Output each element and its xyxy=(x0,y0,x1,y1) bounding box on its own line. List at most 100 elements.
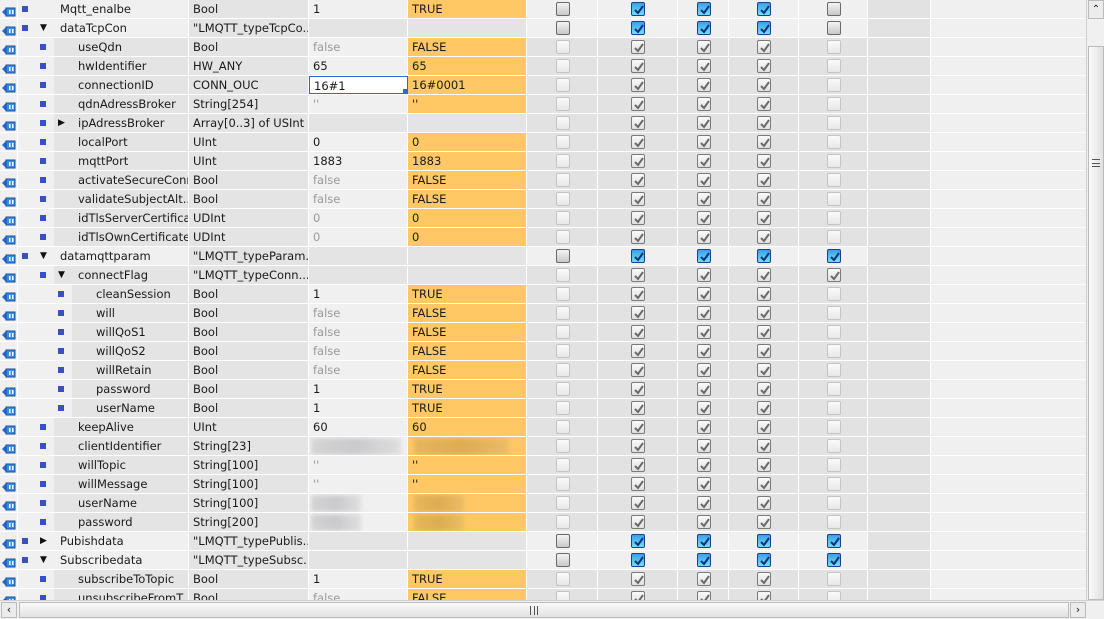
start-value-cell[interactable]: false xyxy=(309,190,408,208)
name-cell[interactable]: ▼ datamqttparam xyxy=(18,247,189,265)
start-value-cell[interactable]: false xyxy=(309,589,408,600)
comment-cell[interactable] xyxy=(868,323,931,341)
start-value-cell[interactable] xyxy=(309,266,408,284)
name-cell[interactable]: validateSubjectAlt... xyxy=(18,190,189,208)
name-cell[interactable]: keepAlive xyxy=(18,418,189,436)
comment-cell[interactable] xyxy=(868,418,931,436)
start-value-cell[interactable]: 0 xyxy=(309,133,408,151)
start-value-cell[interactable] xyxy=(309,114,408,132)
table-row[interactable]: useQdn Bool false FALSE xyxy=(0,38,1086,57)
retain-checkbox[interactable] xyxy=(555,2,570,16)
table-row[interactable]: userName Bool 1 TRUE xyxy=(0,399,1086,418)
start-value-cell[interactable] xyxy=(309,494,408,512)
table-row[interactable]: hwIdentifier HW_ANY 65 65 xyxy=(0,57,1086,76)
writable-from-hmi-checkbox[interactable] xyxy=(696,553,711,567)
data-type-cell[interactable]: String[23] xyxy=(189,437,309,455)
comment-cell[interactable] xyxy=(868,190,931,208)
start-value-cell[interactable]: false xyxy=(309,304,408,322)
start-value-cell[interactable] xyxy=(309,532,408,550)
table-row[interactable]: password String[200] xyxy=(0,513,1086,532)
name-cell[interactable]: hwIdentifier xyxy=(18,57,189,75)
setpoint-checkbox[interactable] xyxy=(826,249,841,263)
start-value-cell[interactable]: false xyxy=(309,38,408,56)
name-cell[interactable]: activateSecureConn xyxy=(18,171,189,189)
table-row[interactable]: subscribeToTopic Bool 1 TRUE xyxy=(0,570,1086,589)
data-type-cell[interactable]: Bool xyxy=(189,0,309,18)
accessible-from-hmi-checkbox[interactable] xyxy=(631,249,645,263)
fill-handle[interactable] xyxy=(403,89,407,93)
comment-cell[interactable] xyxy=(868,266,931,284)
table-row[interactable]: willQoS1 Bool false FALSE xyxy=(0,323,1086,342)
visible-in-hmi-checkbox[interactable] xyxy=(757,2,771,16)
name-cell[interactable]: willTopic xyxy=(18,456,189,474)
data-type-cell[interactable]: Bool xyxy=(189,589,309,600)
retain-checkbox[interactable] xyxy=(555,553,570,567)
comment-cell[interactable] xyxy=(868,456,931,474)
horizontal-scroll-thumb[interactable] xyxy=(19,602,1069,618)
vertical-scrollbar[interactable]: ⌃ xyxy=(1086,0,1104,600)
setpoint-checkbox[interactable] xyxy=(826,553,841,567)
start-value-cell[interactable]: '' xyxy=(309,475,408,493)
start-value-cell[interactable]: 0 xyxy=(309,228,408,246)
table-row[interactable]: localPort UInt 0 0 xyxy=(0,133,1086,152)
table-row[interactable]: ▶ ipAdressBroker Array[0..3] of USInt xyxy=(0,114,1086,133)
data-type-cell[interactable]: UInt xyxy=(189,133,309,151)
table-row[interactable]: willQoS2 Bool false FALSE xyxy=(0,342,1086,361)
name-cell[interactable]: ▼ dataTcpCon xyxy=(18,19,189,37)
table-row[interactable]: ▶ Pubishdata "LMQTT_typePublis... xyxy=(0,532,1086,551)
setpoint-checkbox[interactable] xyxy=(826,534,841,548)
comment-cell[interactable] xyxy=(868,95,931,113)
start-value-cell[interactable]: false xyxy=(309,323,408,341)
comment-cell[interactable] xyxy=(868,342,931,360)
data-type-cell[interactable]: "LMQTT_typeParam... xyxy=(189,247,309,265)
writable-from-hmi-checkbox[interactable] xyxy=(696,534,711,548)
comment-cell[interactable] xyxy=(868,247,931,265)
data-type-cell[interactable]: "LMQTT_typeSubsc... xyxy=(189,551,309,569)
comment-cell[interactable] xyxy=(868,361,931,379)
data-type-cell[interactable]: HW_ANY xyxy=(189,57,309,75)
setpoint-checkbox[interactable] xyxy=(826,21,841,35)
triangle-down-icon[interactable]: ▼ xyxy=(58,270,65,280)
start-value-cell[interactable]: 60 xyxy=(309,418,408,436)
start-value-cell[interactable]: '' xyxy=(309,456,408,474)
name-cell[interactable]: ▼ Subscribedata xyxy=(18,551,189,569)
table-row[interactable]: cleanSession Bool 1 TRUE xyxy=(0,285,1086,304)
comment-cell[interactable] xyxy=(868,285,931,303)
name-cell[interactable]: willQoS2 xyxy=(18,342,189,360)
writable-from-hmi-checkbox[interactable] xyxy=(696,21,711,35)
visible-in-hmi-checkbox[interactable] xyxy=(757,249,771,263)
comment-cell[interactable] xyxy=(868,209,931,227)
table-row[interactable]: keepAlive UInt 60 60 xyxy=(0,418,1086,437)
table-row[interactable]: Mqtt_enalbe Bool 1 TRUE xyxy=(0,0,1086,19)
start-value-cell[interactable]: 1883 xyxy=(309,152,408,170)
scroll-right-button[interactable]: › xyxy=(1070,602,1086,618)
name-cell[interactable]: idTlsServerCertifica... xyxy=(18,209,189,227)
table-row[interactable]: unsubscribeFromT Bool false FALSE xyxy=(0,589,1086,600)
start-value-cell[interactable] xyxy=(309,247,408,265)
name-cell[interactable]: will xyxy=(18,304,189,322)
table-row[interactable]: userName String[100] xyxy=(0,494,1086,513)
comment-cell[interactable] xyxy=(868,399,931,417)
comment-cell[interactable] xyxy=(868,19,931,37)
name-cell[interactable]: connectionID xyxy=(18,76,189,94)
start-value-cell[interactable]: false xyxy=(309,342,408,360)
scroll-up-button[interactable]: ⌃ xyxy=(1088,0,1104,19)
accessible-from-hmi-checkbox[interactable] xyxy=(631,2,645,16)
comment-cell[interactable] xyxy=(868,570,931,588)
retain-checkbox[interactable] xyxy=(555,534,570,548)
start-value-cell[interactable]: 1 xyxy=(309,0,408,18)
start-value-cell[interactable]: 1 xyxy=(309,285,408,303)
table-row[interactable]: qdnAdressBroker String[254] '' '' xyxy=(0,95,1086,114)
start-value-cell[interactable]: false xyxy=(309,361,408,379)
comment-cell[interactable] xyxy=(868,114,931,132)
comment-cell[interactable] xyxy=(868,133,931,151)
table-row[interactable]: clientIdentifier String[23] xyxy=(0,437,1086,456)
comment-cell[interactable] xyxy=(868,0,931,18)
comment-cell[interactable] xyxy=(868,475,931,493)
name-cell[interactable]: ▶ ipAdressBroker xyxy=(18,114,189,132)
triangle-right-icon[interactable]: ▶ xyxy=(40,536,47,546)
table-row[interactable]: connectionID CONN_OUC 16#1 16#0001 xyxy=(0,76,1086,95)
name-cell[interactable]: willQoS1 xyxy=(18,323,189,341)
start-value-cell[interactable] xyxy=(309,513,408,531)
table-row[interactable]: password Bool 1 TRUE xyxy=(0,380,1086,399)
